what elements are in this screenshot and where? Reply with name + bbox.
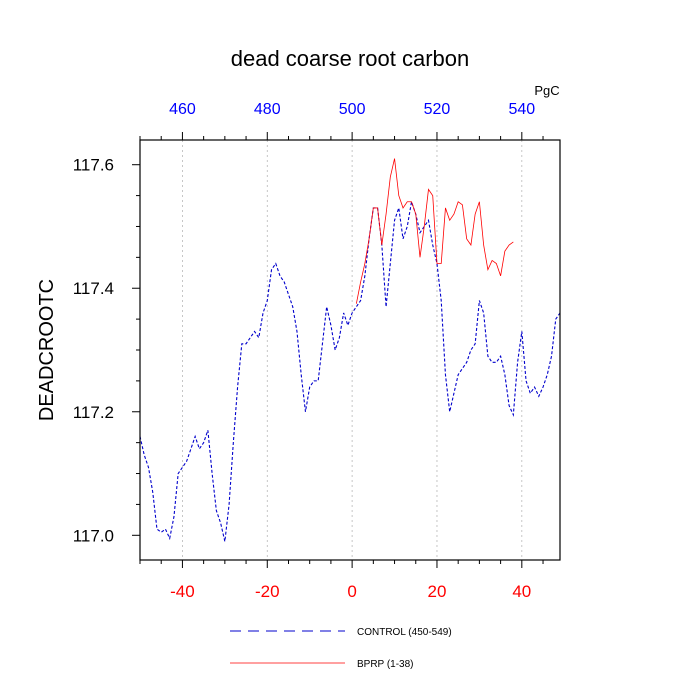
bottom-tick-label: -20 (255, 582, 280, 601)
y-tick-label: 117.4 (73, 279, 114, 298)
bottom-tick-label: -40 (170, 582, 195, 601)
top-axis-unit: PgC (534, 83, 559, 98)
top-tick-label: 460 (169, 101, 196, 118)
legend-label-bprp: BPRP (1-38) (357, 659, 414, 670)
y-tick-label: 117.0 (73, 526, 114, 545)
y-tick-label: 117.2 (73, 403, 114, 422)
top-tick-label: 540 (508, 101, 535, 118)
y-tick-label: 117.6 (73, 156, 114, 175)
bottom-tick-label: 0 (347, 582, 356, 601)
grid-lines (182, 140, 523, 560)
control-series-line (139, 201, 561, 542)
chart-title: dead coarse root carbon (231, 46, 470, 71)
top-tick-label: 520 (424, 101, 451, 118)
top-tick-label: 500 (339, 101, 366, 118)
plot-series (139, 158, 561, 542)
top-tick-label: 480 (254, 101, 281, 118)
bottom-tick-label: 40 (512, 582, 531, 601)
bottom-tick-label: 20 (428, 582, 447, 601)
legend: CONTROL (450-549) BPRP (1-38) (230, 627, 452, 670)
bprp-series-line (355, 158, 514, 304)
plot-frame (139, 139, 561, 561)
legend-label-control: CONTROL (450-549) (357, 627, 452, 638)
axis-ticks: -40 -20 0 20 40 460 480 500 520 540 117.0 117.2 117.… (73, 101, 544, 601)
y-axis-label: DEADCROOTC (36, 279, 58, 421)
